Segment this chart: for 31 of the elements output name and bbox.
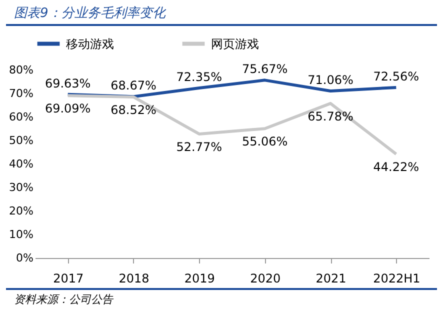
- chart-title: 图表9：分业务毛利率变化: [6, 0, 437, 26]
- data-label: 71.06%: [308, 73, 354, 88]
- y-tick-label: 10%: [9, 228, 34, 241]
- y-tick-label: 20%: [9, 204, 34, 218]
- data-label: 52.77%: [176, 140, 222, 154]
- x-tick-label: 2022H1: [373, 272, 420, 286]
- legend-label: 网页游戏: [211, 36, 259, 51]
- data-label: 69.09%: [44, 102, 91, 116]
- y-tick-label: 0%: [16, 252, 34, 264]
- y-tick-label: 60%: [9, 110, 34, 124]
- y-tick-label: 30%: [9, 181, 34, 194]
- y-tick-label: 40%: [9, 158, 34, 170]
- data-label: 65.78%: [308, 109, 354, 124]
- data-label: 44.22%: [373, 160, 420, 174]
- y-tick-label: 70%: [9, 87, 34, 100]
- data-label: 72.56%: [373, 69, 420, 84]
- x-tick-label: 2020: [250, 272, 281, 286]
- text: 资料来源：公司公告: [6, 288, 437, 309]
- y-tick-label: 80%: [9, 64, 34, 76]
- legend-label: 移动游戏: [66, 36, 114, 51]
- x-tick-label: 2021: [316, 272, 346, 286]
- data-label: 68.52%: [110, 102, 156, 117]
- data-label: 69.63%: [44, 76, 91, 90]
- y-tick-label: 50%: [9, 134, 34, 147]
- data-label: 75.67%: [242, 62, 288, 76]
- x-tick-label: 2019: [184, 272, 215, 286]
- x-tick-label: 2017: [53, 272, 84, 286]
- data-label: 72.35%: [176, 70, 222, 84]
- data-label: 55.06%: [242, 134, 288, 149]
- data-label: 68.67%: [110, 78, 156, 93]
- x-tick-label: 2018: [118, 272, 150, 286]
